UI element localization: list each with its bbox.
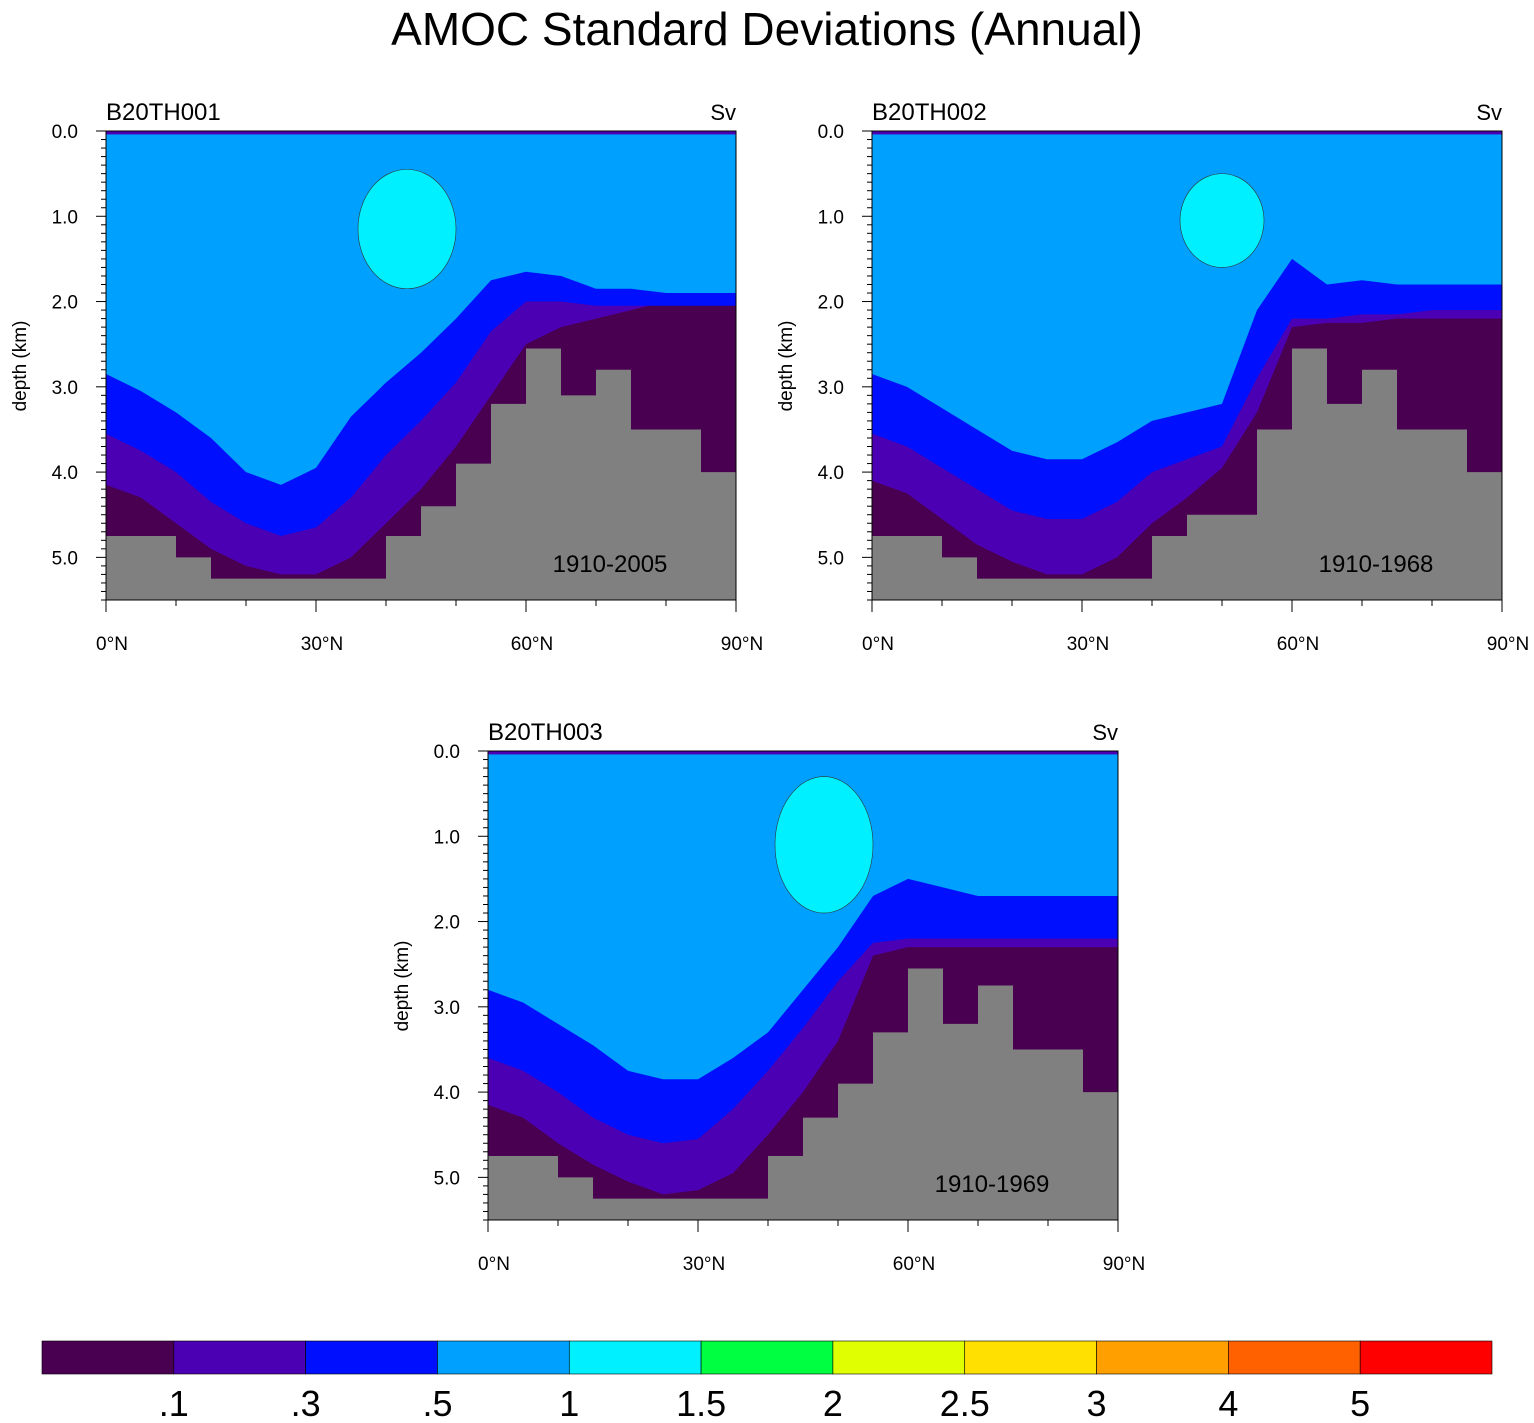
panel-title: B20TH003 [488,719,603,746]
panel-title: B20TH001 [106,99,221,126]
bathymetry [872,348,1502,600]
colorbar-swatch [568,1340,702,1375]
y-tick-label: 3.0 [818,378,844,399]
colorbar-swatch [832,1340,966,1375]
period-label: 1910-2005 [553,551,668,578]
panel-units: Sv [1092,720,1118,745]
y-tick-label: 1.0 [434,827,460,848]
y-axis: 0.0 1.0 2.0 3.0 4.0 5.0 [52,122,106,601]
plot-frame [871,130,1503,601]
contour-band-0.5 [872,131,1502,460]
panel-units: Sv [710,100,736,125]
y-tick-label: 0.0 [434,742,460,763]
contour-plot [871,130,1503,601]
contour-band-1 [774,776,874,914]
colorbar-label: .5 [422,1383,452,1423]
colorbar-swatch [1359,1340,1493,1375]
panel-title: B20TH002 [872,99,987,126]
y-tick-label: 1.0 [52,207,78,228]
x-tick-label: 30°N [1067,634,1109,655]
panel-b20th001: B20TH001 Sv 1910-2005 depth (km) 0.0 1.0 2… [10,99,763,655]
surface-layer [872,131,1502,135]
colorbar-swatch [964,1340,1097,1375]
x-tick-label: 0°N [96,634,128,655]
period-label: 1910-1968 [1319,551,1434,578]
x-tick-label: 0°N [862,634,894,655]
x-tick-label: 90°N [1103,1254,1145,1275]
bathymetry [488,968,1118,1220]
y-tick-label: 1.0 [818,207,844,228]
colorbar-label: .3 [291,1383,321,1423]
y-tick-label: 3.0 [434,998,460,1019]
y-axis-label: depth (km) [10,321,31,412]
x-axis: 0°N 30°N 60°N 90°N [96,600,763,655]
y-tick-label: 4.0 [818,463,844,484]
y-tick-label: 3.0 [52,378,78,399]
colorbar-swatch [173,1340,306,1375]
colorbar-swatch [437,1340,570,1375]
contour-band-0.5 [106,131,736,485]
colorbar-label: 4 [1218,1383,1238,1423]
surface-layer [106,131,736,135]
surface-layer [488,751,1118,755]
contour-band-1 [1179,173,1265,268]
colorbar-label: 1 [559,1383,579,1423]
x-tick-label: 30°N [683,1254,725,1275]
y-tick-label: 4.0 [434,1083,460,1104]
colorbar-label: 2 [823,1383,843,1423]
y-tick-label: 2.0 [818,293,844,314]
x-tick-label: 0°N [478,1254,510,1275]
x-tick-label: 90°N [1487,634,1529,655]
panel-units: Sv [1476,100,1502,125]
colorbar-swatch [700,1340,834,1375]
colorbar-swatch [1228,1340,1361,1375]
contour-plot [105,130,737,601]
panel-b20th003: B20TH003 Sv 1910-1969 depth (km) 0.0 1.0 2… [392,719,1145,1275]
bathymetry [106,348,736,600]
x-tick-label: 60°N [893,1254,935,1275]
x-tick-label: 60°N [1277,634,1319,655]
y-axis-label: depth (km) [392,941,413,1032]
y-tick-label: 5.0 [434,1168,460,1189]
colorbar-swatch [305,1340,438,1375]
colorbar-label: .1 [159,1383,189,1423]
y-tick-label: 0.0 [52,122,78,143]
y-tick-label: 2.0 [52,293,78,314]
y-tick-label: 4.0 [52,463,78,484]
colorbar-label: 3 [1087,1383,1107,1423]
colorbar-swatch [41,1340,175,1375]
colorbar-label: 5 [1350,1383,1370,1423]
y-axis: 0.0 1.0 2.0 3.0 4.0 5.0 [818,122,872,601]
panel-b20th002: B20TH002 Sv 1910-1968 depth (km) 0.0 1.0 2… [776,99,1529,655]
x-tick-label: 90°N [721,634,763,655]
y-tick-label: 2.0 [434,913,460,934]
y-axis-label: depth (km) [776,321,797,412]
contour-plot [487,750,1119,1221]
x-axis: 0°N 30°N 60°N 90°N [862,600,1529,655]
colorbar-label: 1.5 [676,1383,726,1423]
colorbar-swatch [1096,1340,1229,1375]
contour-band-1 [357,169,457,290]
colorbar: .1 .3 .5 1 1.5 2 2.5 3 4 5 [41,1340,1493,1423]
x-tick-label: 60°N [511,634,553,655]
y-axis: 0.0 1.0 2.0 3.0 4.0 5.0 [434,742,488,1221]
y-tick-label: 5.0 [818,548,844,569]
contour-band-0.5 [488,751,1118,1080]
y-tick-label: 0.0 [818,122,844,143]
y-tick-label: 5.0 [52,548,78,569]
colorbar-label: 2.5 [940,1383,990,1423]
plot-frame [105,130,737,601]
period-label: 1910-1969 [935,1171,1050,1198]
plot-frame [487,750,1119,1221]
figure-title: AMOC Standard Deviations (Annual) [391,3,1143,55]
x-tick-label: 30°N [301,634,343,655]
x-axis: 0°N 30°N 60°N 90°N [478,1220,1145,1275]
